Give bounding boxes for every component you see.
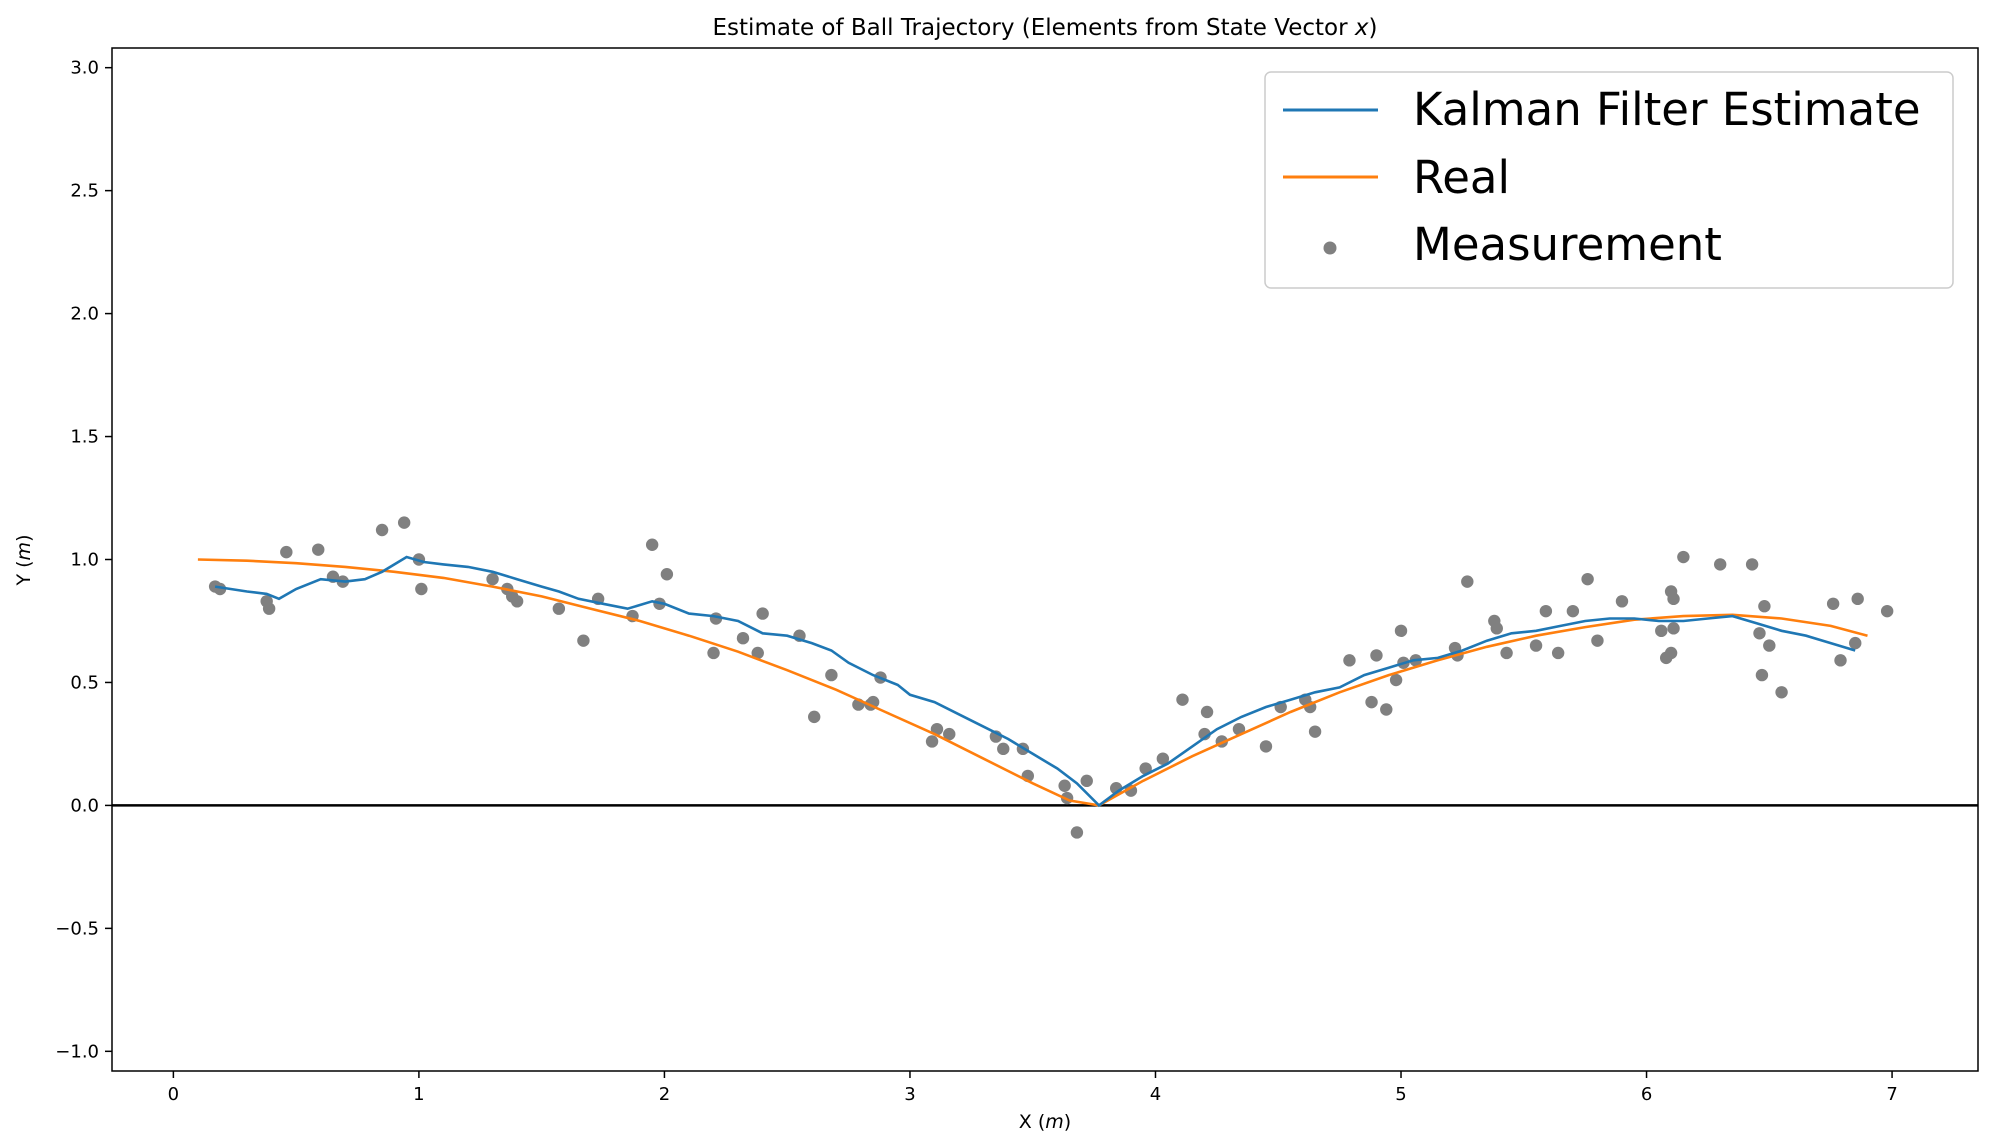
measurement-point: [1581, 572, 1594, 586]
legend: Kalman Filter Estimate Real Measurement: [1264, 71, 1954, 289]
measurement-point: [577, 634, 590, 647]
measurement-point: [510, 595, 524, 608]
legend-measurement-label: Measurement: [1413, 218, 1722, 271]
measurement-point: [1259, 740, 1273, 753]
measurement-point: [1232, 722, 1246, 736]
real-series-line: [197, 558, 1868, 807]
measurement-point: [1529, 639, 1543, 652]
measurement-point: [930, 722, 944, 736]
measurement-point: [1591, 634, 1604, 647]
measurement-point: [1139, 762, 1152, 775]
y-tick-label: 1.5: [70, 427, 99, 448]
measurement-point: [1615, 595, 1629, 608]
measurement-point: [1156, 752, 1170, 765]
measurement-point: [1664, 646, 1678, 660]
measurement-series: [208, 516, 1894, 839]
x-axis-label: X (m): [1019, 1111, 1071, 1133]
measurement-point: [1753, 627, 1766, 640]
measurement-point: [707, 646, 720, 660]
measurement-point: [1365, 695, 1378, 709]
measurement-point: [645, 538, 659, 551]
measurement-point: [1566, 604, 1580, 618]
measurement-point: [1551, 646, 1565, 660]
measurement-point: [1389, 673, 1403, 687]
y-tick-label: 2.0: [70, 304, 99, 325]
legend-box: [1264, 71, 1954, 289]
measurement-point: [1745, 558, 1759, 571]
plot-frame: [111, 47, 1979, 1072]
measurement-point: [1763, 639, 1776, 652]
measurement-point: [1461, 575, 1474, 588]
legend-measurement-swatch: [1323, 241, 1337, 255]
measurement-point: [1058, 779, 1071, 792]
x-tick-label: 6: [1641, 1084, 1652, 1105]
legend-kalman-label: Kalman Filter Estimate: [1413, 83, 1921, 136]
measurement-point: [1677, 550, 1690, 564]
measurement-point: [925, 735, 939, 748]
measurement-point: [1758, 600, 1771, 613]
measurement-point: [1826, 597, 1840, 610]
y-tick-label: 3.0: [70, 58, 99, 79]
kalman-estimate-series-line: [214, 555, 1856, 808]
measurement-point: [1851, 592, 1864, 606]
measurement-point: [1070, 826, 1084, 839]
measurement-point: [1880, 604, 1894, 618]
x-axis-ticks: 0 1 2 3 4 5 6 7: [168, 1071, 1898, 1105]
y-tick-label: 1.0: [70, 550, 99, 571]
measurement-point: [312, 543, 325, 556]
measurement-point: [1124, 784, 1138, 797]
measurement-point: [552, 602, 566, 615]
measurement-point: [997, 742, 1010, 756]
measurement-point: [756, 607, 769, 620]
x-tick-label: 2: [659, 1084, 670, 1105]
measurement-point: [808, 710, 821, 724]
measurement-point: [1394, 624, 1408, 638]
measurement-point: [1667, 592, 1680, 606]
measurement-point: [397, 516, 411, 529]
measurement-point: [943, 727, 956, 741]
measurement-point: [825, 668, 838, 682]
x-tick-label: 4: [1150, 1084, 1161, 1105]
measurement-point: [280, 545, 293, 559]
measurement-point: [1308, 725, 1322, 738]
measurement-point: [736, 631, 750, 645]
y-tick-label: −0.5: [55, 918, 99, 939]
measurement-point: [1343, 654, 1356, 667]
chart-title: Estimate of Ball Trajectory (Elements fr…: [713, 15, 1378, 41]
x-tick-label: 7: [1886, 1084, 1897, 1105]
measurement-point: [1539, 604, 1553, 618]
y-tick-label: 0.5: [70, 672, 99, 693]
measurement-point: [1370, 649, 1383, 662]
measurement-point: [1080, 774, 1093, 788]
y-axis-ticks: −1.0 −0.5 0.0 0.5 1.0 1.5 2.0 2.5 3.0: [55, 58, 112, 1062]
measurement-point: [1500, 646, 1513, 660]
measurement-point: [415, 582, 428, 596]
x-tick-label: 0: [168, 1084, 179, 1105]
y-tick-label: 0.0: [70, 795, 99, 816]
y-tick-label: −1.0: [55, 1041, 99, 1062]
measurement-point: [1655, 624, 1668, 638]
measurement-point: [1667, 622, 1680, 635]
x-tick-label: 3: [904, 1084, 915, 1105]
measurement-point: [1775, 686, 1788, 699]
measurement-point: [751, 646, 764, 660]
x-tick-label: 5: [1395, 1084, 1406, 1105]
measurement-point: [375, 523, 389, 537]
measurement-point: [1755, 668, 1769, 682]
measurement-point: [1713, 558, 1727, 571]
measurement-point: [1490, 622, 1503, 635]
measurement-point: [486, 572, 499, 586]
x-tick-label: 1: [413, 1084, 424, 1105]
measurement-point: [1380, 703, 1393, 716]
legend-real-label: Real: [1413, 151, 1510, 204]
y-axis-label: Y (m): [13, 535, 35, 587]
measurement-point: [660, 568, 674, 581]
measurement-point: [1176, 693, 1189, 706]
measurement-point: [1200, 705, 1214, 719]
measurement-point: [262, 602, 276, 615]
measurement-point: [1834, 654, 1847, 667]
y-tick-label: 2.5: [70, 181, 99, 202]
measurement-point: [1849, 636, 1862, 650]
